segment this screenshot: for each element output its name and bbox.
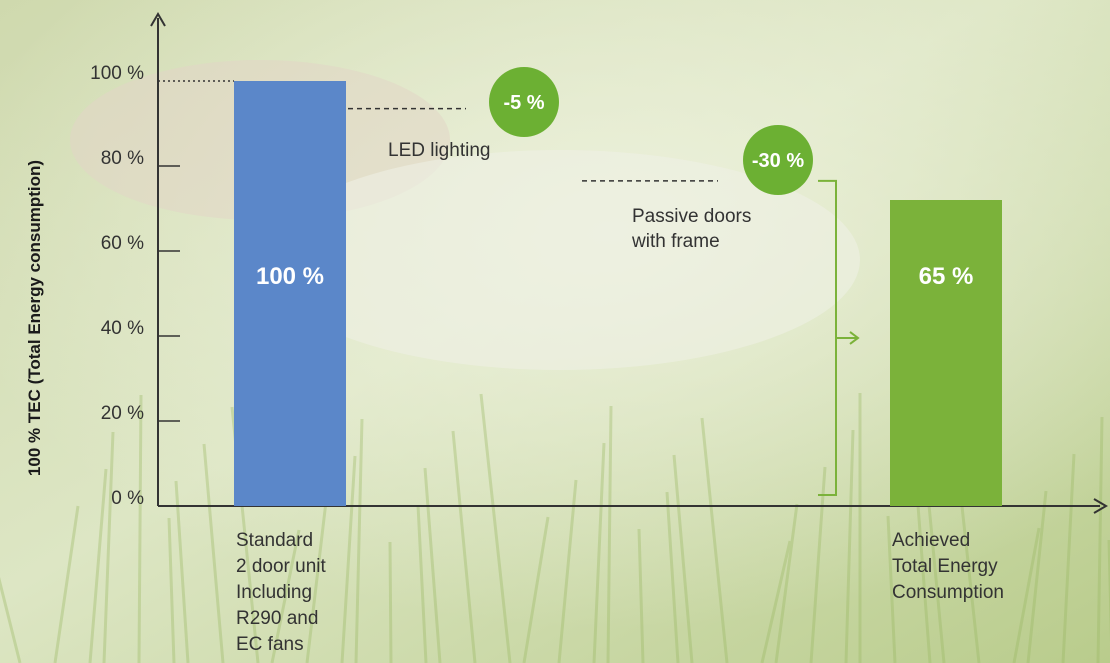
reduction-badge [489, 67, 559, 137]
y-tick-label: 0 % [111, 488, 144, 509]
bar [890, 200, 1002, 506]
y-tick-label: 40 % [101, 318, 144, 339]
y-tick-label: 100 % [90, 63, 144, 84]
bar [234, 81, 346, 506]
y-ticks: 0 % 20 % 40 % 60 % 80 % 100 % [90, 63, 234, 509]
category-labels: Standard 2 door unit Including R290 and EC f… [236, 530, 1004, 655]
y-axis-label: 100 % TEC (Total Energy consumption) [25, 160, 44, 476]
category-label-line: Consumption [892, 582, 1004, 603]
category-label-line: Including [236, 582, 312, 603]
bar-value-label: 100 % [256, 263, 324, 290]
reduction-badge [743, 125, 813, 195]
category-label-line: R290 and [236, 608, 318, 629]
reduction-label: with frame [631, 231, 720, 252]
bracket-arrow-icon [849, 331, 860, 345]
y-tick-label: 20 % [101, 403, 144, 424]
reduction-badge-text: -5 % [503, 92, 544, 114]
y-tick-label: 60 % [101, 233, 144, 254]
reduction-bracket [818, 179, 837, 496]
reduction-label: Passive doors [632, 206, 751, 227]
y-axis-arrow-icon [150, 12, 166, 27]
y-tick-label: 80 % [101, 148, 144, 169]
category-label-line: EC fans [236, 634, 304, 655]
category-label-line: Standard [236, 530, 313, 551]
category-label-line: Total Energy [892, 556, 998, 577]
category-label-line: Achieved [892, 530, 970, 551]
bars: 100 % 65 % [234, 81, 1002, 506]
x-axis-arrow-icon [1093, 498, 1108, 514]
reduction-badge-text: -30 % [752, 150, 804, 172]
reductions: -5 % LED lighting -30 % Passive doors with f… [348, 67, 860, 496]
reduction-label: LED lighting [388, 140, 490, 161]
bar-value-label: 65 % [919, 263, 974, 290]
category-label-line: 2 door unit [236, 556, 327, 577]
